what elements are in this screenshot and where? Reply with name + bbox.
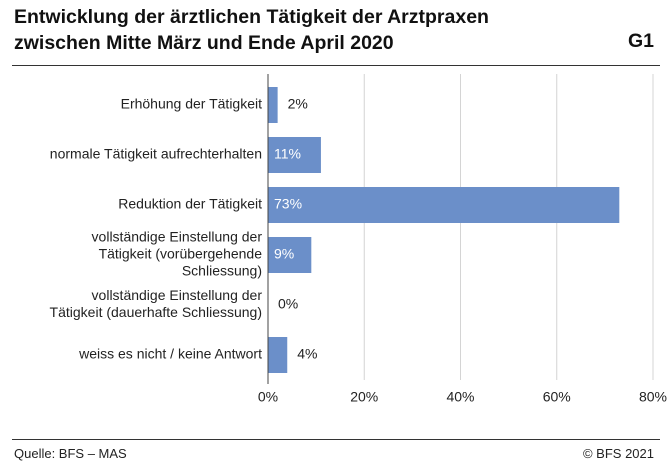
value-label-4: 0%: [278, 296, 298, 312]
category-label-1: normale Tätigkeit aufrechterhalten: [50, 146, 262, 162]
x-tick-label-3: 60%: [543, 389, 571, 405]
bar-0: [268, 87, 278, 123]
category-label-2: Reduktion der Tätigkeit: [118, 196, 262, 212]
bar-5: [268, 337, 288, 373]
copyright-note: © BFS 2021: [582, 446, 654, 461]
top-divider: [12, 65, 660, 66]
chart-title: Entwicklung der ärztlichen Tätigkeit der…: [14, 4, 614, 56]
bar-3: [268, 237, 312, 273]
bar-1: [268, 137, 321, 173]
category-label-5: weiss es nicht / keine Antwort: [78, 346, 262, 362]
category-label-3-line-2: Schliessung): [182, 263, 262, 279]
value-label-5: 4%: [297, 346, 317, 362]
bottom-divider: [12, 439, 660, 440]
category-label-4-line-0: vollständige Einstellung der: [92, 287, 263, 303]
title-line-2: zwischen Mitte März und Ende April 2020: [14, 32, 394, 54]
value-label-3: 9%: [274, 246, 294, 262]
category-label-0: Erhöhung der Tätigkeit: [121, 96, 262, 112]
x-tick-label-4: 80%: [639, 389, 667, 405]
x-tick-label-0: 0%: [258, 389, 278, 405]
category-label-4-line-1: Tätigkeit (dauerhafte Schliessung): [50, 304, 262, 320]
figure-code: G1: [627, 30, 654, 52]
x-tick-label-2: 40%: [446, 389, 474, 405]
value-label-0: 2%: [288, 96, 308, 112]
x-tick-label-1: 20%: [350, 389, 378, 405]
bar-chart: Erhöhung der Tätigkeit 2% normale Tätigkei…: [50, 74, 667, 405]
source-note: Quelle: BFS – MAS: [14, 446, 127, 461]
category-label-3-line-0: vollständige Einstellung der: [92, 229, 263, 245]
bar-2: [268, 187, 620, 223]
value-label-1: 11%: [274, 146, 301, 162]
category-label-3-line-1: Tätigkeit (vorübergehende: [99, 246, 263, 262]
title-line-1: Entwicklung der ärztlichen Tätigkeit der…: [14, 6, 489, 28]
value-label-2: 73%: [274, 196, 302, 212]
